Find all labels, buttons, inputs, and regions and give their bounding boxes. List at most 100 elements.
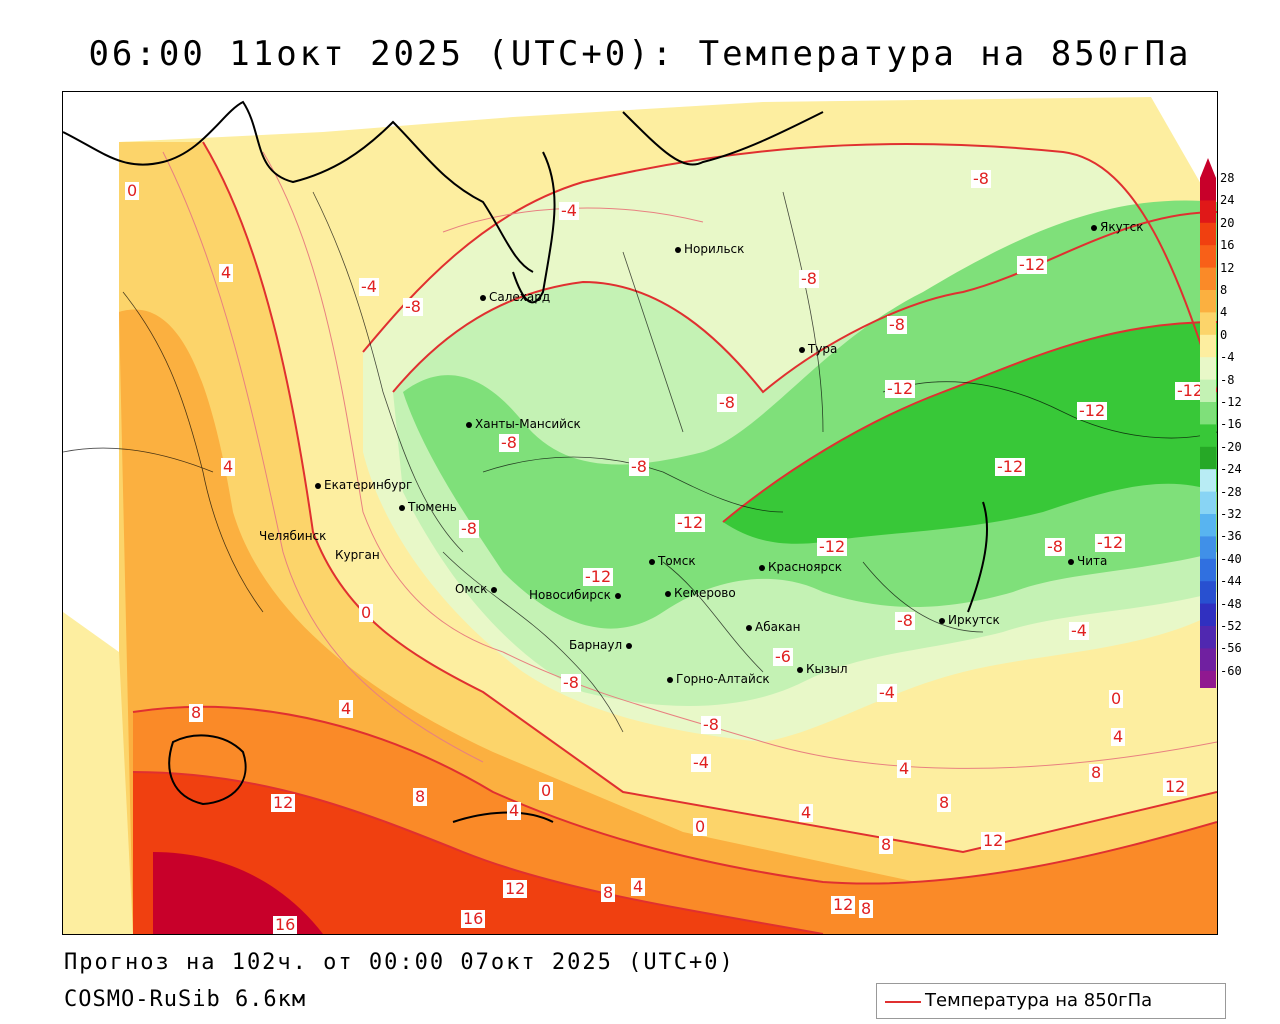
isotherm-label: -4 [877, 683, 897, 702]
isotherm-label: 12 [271, 793, 296, 812]
city-dot [665, 590, 671, 597]
city-dot [746, 624, 752, 631]
city-dot [315, 482, 321, 489]
city-dot [1091, 224, 1097, 231]
scale-level-label: -44 [1220, 574, 1242, 589]
forecast-info: Прогноз на 102ч. от 00:00 07окт 2025 (UT… [64, 950, 735, 975]
isotherm-label: 12 [503, 879, 528, 898]
city-label: Красноярск [768, 560, 842, 574]
scale-level-label: -24 [1220, 462, 1242, 477]
legend-line-swatch [885, 1001, 921, 1003]
isotherm-label: 8 [189, 703, 204, 722]
scale-swatch [1200, 670, 1216, 688]
city-label: Новосибирск [529, 588, 611, 602]
city-yakutsk: Якутск [1091, 220, 1144, 234]
city-label: Норильск [684, 242, 745, 256]
isotherm-label: 4 [507, 801, 522, 820]
isotherm-label: 8 [413, 787, 428, 806]
scale-swatch [1200, 334, 1216, 358]
scale-level-label: -40 [1220, 551, 1242, 566]
isotherm-lines [132, 141, 1217, 934]
city-dot [466, 421, 472, 428]
isotherm-label: -4 [559, 201, 579, 220]
scale-level-label: -48 [1220, 596, 1242, 611]
city-dot [667, 676, 673, 683]
scale-swatch [1200, 200, 1216, 224]
isotherm-label: -8 [971, 169, 991, 188]
city-abakan: Абакан [746, 620, 800, 634]
isotherm-label: -12 [1017, 255, 1048, 274]
isotherm-label: 0 [539, 781, 554, 800]
scale-level-label: -52 [1220, 619, 1242, 633]
isotherm-label: -12 [1077, 401, 1108, 420]
isotherm-label: -8 [499, 433, 519, 452]
city-label: Томск [658, 554, 696, 568]
city-label: Тура [808, 342, 838, 356]
scale-swatch [1200, 603, 1216, 627]
admin-borders [63, 191, 1217, 733]
city-salekhard: Салехард [480, 290, 550, 304]
isotherm-label: -12 [583, 567, 614, 586]
scale-swatch [1200, 267, 1216, 291]
map-legend: Температура на 850гПа [876, 983, 1226, 1019]
scale-level-label: 24 [1220, 193, 1235, 208]
colder-zone [403, 200, 1217, 629]
coastlines [63, 100, 989, 823]
isotherm-label: -8 [701, 715, 721, 734]
scale-level-label: 8 [1220, 283, 1228, 297]
scale-swatch [1200, 290, 1216, 313]
city-dot [480, 294, 486, 301]
isotherm-label: -12 [675, 513, 706, 532]
isotherm-label: 4 [219, 263, 234, 282]
model-name: COSMO-RuSib 6.6км [64, 987, 307, 1012]
city-label: Кызыл [806, 662, 848, 676]
scale-swatch [1200, 491, 1216, 515]
isotherm-label: -8 [629, 457, 649, 476]
scale-level-label: -20 [1220, 439, 1242, 454]
scale-swatch [1200, 222, 1216, 246]
isotherm-label: -12 [1095, 533, 1126, 552]
city-barnaul: Барнаул [569, 638, 635, 652]
scale-level-label: -36 [1220, 529, 1242, 544]
hottest-zone-south [133, 772, 823, 934]
city-chelyabinsk: Челябинск [259, 529, 326, 543]
city-label: Иркутск [948, 613, 1000, 627]
isotherm-label: 12 [1163, 777, 1188, 796]
map-title: 06:00 11окт 2025 (UTC+0): Температура на… [88, 34, 1192, 74]
city-dot [614, 592, 621, 599]
city-kurgan: Курган [335, 548, 380, 562]
temperature-map: Норильск Якутск Салехард Тура Ханты-Манс… [62, 91, 1218, 935]
isotherm-label: -12 [1175, 381, 1206, 400]
scale-swatch [1200, 626, 1216, 649]
city-dot [799, 346, 805, 353]
scale-level-label: 20 [1220, 215, 1235, 230]
scale-swatch [1200, 469, 1216, 493]
city-gorno-altaysk: Горно-Алтайск [667, 672, 770, 686]
isotherm-label: -8 [895, 611, 915, 630]
map-canvas [63, 92, 1217, 934]
city-novosibirsk: Новосибирск [529, 588, 624, 602]
scale-swatch [1200, 402, 1216, 425]
isotherm-label: -8 [459, 519, 479, 538]
city-chita: Чита [1068, 554, 1107, 568]
isotherm-label: -8 [799, 269, 819, 288]
isotherm-label: 0 [1109, 689, 1124, 708]
city-label: Горно-Алтайск [676, 672, 770, 686]
city-label: Якутск [1100, 220, 1144, 234]
city-dot [939, 617, 945, 624]
isotherm-label: 0 [125, 181, 140, 200]
scale-swatch [1200, 178, 1216, 201]
scale-swatch [1200, 245, 1216, 269]
isotherm-label: -8 [717, 393, 737, 412]
scale-level-label: -28 [1220, 484, 1242, 499]
city-dot [797, 666, 803, 673]
isotherm-label: 4 [1111, 727, 1126, 746]
city-label: Кемерово [674, 586, 736, 600]
isotherm-label: -4 [691, 753, 711, 772]
isotherm-label: 4 [897, 759, 912, 778]
city-kyzyl: Кызыл [797, 662, 848, 676]
scale-swatch [1200, 424, 1216, 448]
isotherm-label: -8 [1045, 537, 1065, 556]
isotherm-label: -8 [887, 315, 907, 334]
city-dot [491, 586, 498, 593]
